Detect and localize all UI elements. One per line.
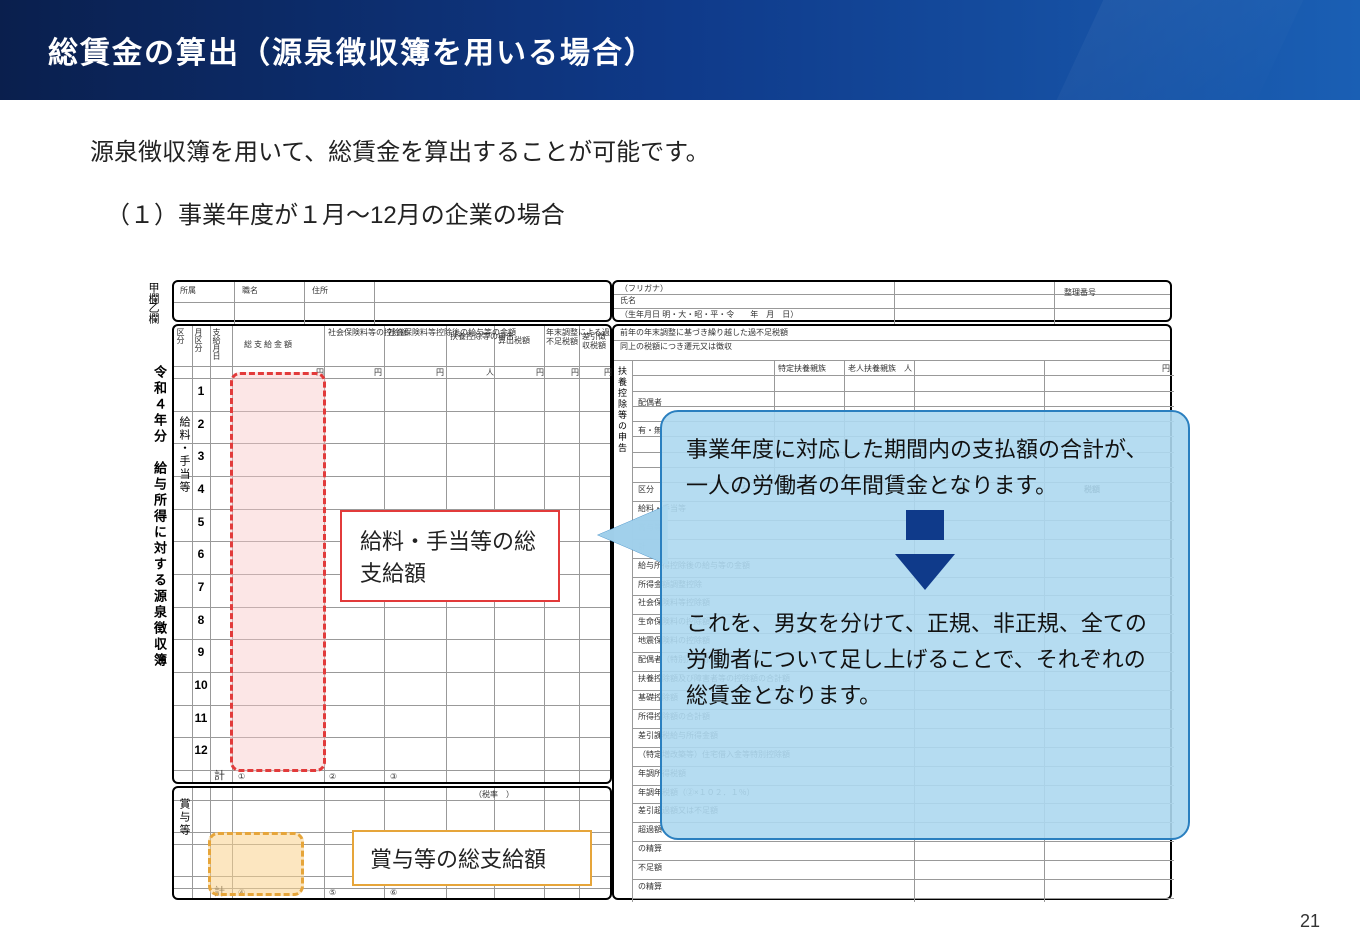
month-4: 4 — [194, 482, 208, 496]
circ2: ② — [329, 772, 336, 781]
right-header-box: （フリガナ） 氏名 （生年月日 明・大・昭・平・令 年 月 日） 整理番号 — [612, 280, 1172, 322]
arrow-down-icon — [895, 554, 955, 590]
circ1: ① — [238, 772, 245, 781]
bubble-text-1: 事業年度に対応した期間内の支払額の合計が、一人の労働者の年間賃金となります。 — [686, 432, 1164, 504]
rhdr-name: 氏名 — [620, 296, 636, 305]
callout-red: 給料・手当等の総支給額 — [340, 510, 560, 602]
sum-label-1: 計 — [214, 772, 225, 781]
hdr-jyusho: 住所 — [312, 286, 328, 295]
highlight-bonus-column — [208, 832, 304, 896]
month-12: 12 — [194, 743, 208, 757]
ch-san: 算出税額 — [498, 336, 530, 345]
ch-tsuki: 月区分 — [194, 328, 203, 352]
month-6: 6 — [194, 547, 208, 561]
rhdr-furigana: （フリガナ） — [620, 284, 668, 293]
rhdr-dob: （生年月日 明・大・昭・平・令 年 月 日） — [620, 310, 798, 319]
page-title: 総賃金の算出（源泉徴収簿を用いる場合） — [48, 28, 656, 72]
arrow-stem — [906, 510, 944, 540]
ch-sou: 総支給金額 — [244, 340, 294, 349]
callout-orange: 賞与等の総支給額 — [352, 830, 592, 886]
side-bonus: 賞与等 — [176, 798, 192, 837]
label-kou: 甲欄 — [146, 282, 160, 304]
month-7: 7 — [194, 580, 208, 594]
hdr-shozoku: 所属 — [180, 286, 196, 295]
label-year-title: 令和４年分 給与所得に対する源泉徴収簿 — [150, 365, 169, 669]
month-8: 8 — [194, 613, 208, 627]
month-9: 9 — [194, 645, 208, 659]
ch-shikyuu: 支給月日 — [212, 328, 221, 360]
rtop1: 前年の年末調整に基づき繰り越した過不足税額 — [620, 328, 788, 337]
ch-kubun: 区分 — [176, 328, 185, 344]
hdr-shoku: 職名 — [242, 286, 258, 295]
month-11: 11 — [194, 711, 208, 725]
ledger-figure: 甲欄 乙欄 令和４年分 給与所得に対する源泉徴収簿 所属 職名 住所 — [150, 280, 1210, 910]
circ5: ⑤ — [329, 888, 336, 897]
month-10: 10 — [194, 678, 208, 692]
circ6: ⑥ — [390, 888, 397, 897]
rtop2: 同上の税額につき遷元又は徴収 — [620, 342, 732, 351]
info-bubble: 事業年度に対応した期間内の支払額の合計が、一人の労働者の年間賃金となります。 こ… — [660, 410, 1190, 840]
rhdr-seiri: 整理番号 — [1064, 288, 1096, 297]
circ3: ③ — [390, 772, 397, 781]
month-2: 2 — [194, 417, 208, 431]
page-number: 21 — [1300, 911, 1320, 932]
highlight-salary-column — [230, 372, 326, 772]
bubble-text-2: これを、男女を分けて、正規、非正規、全ての労働者について足し上げることで、それぞ… — [686, 606, 1164, 714]
case-label: （１）事業年度が１月～12月の企業の場合 — [106, 195, 1270, 230]
month-1: 1 — [194, 384, 208, 398]
month-3: 3 — [194, 449, 208, 463]
ch-sa: 差引徴収税額 — [582, 332, 610, 350]
title-bar: 総賃金の算出（源泉徴収簿を用いる場合） — [0, 0, 1360, 100]
left-header-box: 所属 職名 住所 — [172, 280, 612, 322]
month-5: 5 — [194, 515, 208, 529]
label-otsu: 乙欄 — [146, 302, 160, 324]
r-fuyou-side: 扶養控除等の申告 — [616, 366, 629, 454]
intro-text: 源泉徴収簿を用いて、総賃金を算出することが可能です。 — [90, 132, 1270, 167]
bubble-tail — [598, 505, 668, 565]
side-salary: 給料・手当等 — [176, 416, 192, 494]
